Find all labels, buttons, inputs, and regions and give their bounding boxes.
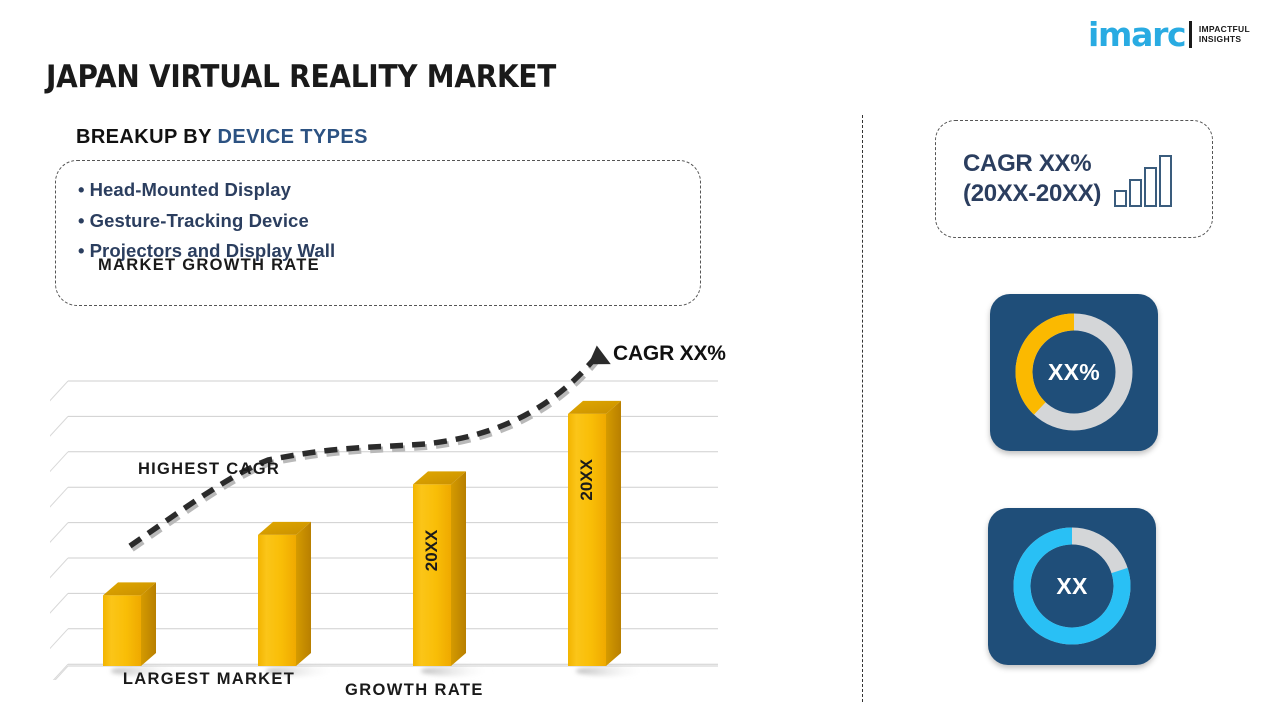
bar-chart-icon (1114, 154, 1173, 207)
largest-market-caption: LARGEST MARKET (122, 670, 296, 688)
bullet-icon: • (78, 240, 85, 261)
list-item-label: Head-Mounted Display (89, 179, 291, 200)
breakup-heading: BREAKUP BY DEVICE TYPES (76, 126, 368, 149)
largest-market-value: XX (1056, 573, 1088, 599)
logo-divider-bar (1189, 20, 1192, 48)
chart-canvas: 20XX 20XX (50, 345, 718, 680)
highest-cagr-caption: HIGHEST CAGR (137, 460, 281, 478)
vertical-divider (862, 115, 863, 702)
list-item: • Gesture-Tracking Device (78, 206, 700, 237)
highest-cagr-donut (1015, 313, 1133, 431)
logo-tagline-line1: IMPACTFUL (1198, 23, 1250, 34)
device-types-list: • Head-Mounted Display • Gesture-Tracking … (56, 161, 700, 267)
donut-value-arc (1013, 527, 1131, 645)
chart-bars: 20XX 20XX (103, 400, 621, 666)
page-title: JAPAN VIRTUAL REALITY MARKET (46, 59, 557, 95)
bar-chart-icon-bar (1159, 154, 1173, 207)
chart-x-axis-label: GROWTH RATE (345, 681, 484, 699)
bar-value-label: 20XX (422, 529, 441, 571)
device-types-box: • Head-Mounted Display • Gesture-Tracking … (55, 160, 701, 306)
trend-line (128, 345, 611, 552)
largest-market-donut (1013, 527, 1131, 645)
highest-cagr-card: XX% (990, 294, 1158, 451)
breakup-heading-accent: DEVICE TYPES (217, 126, 368, 148)
logo-tagline: IMPACTFUL INSIGHTS (1199, 24, 1250, 44)
market-growth-rate-caption: MARKET GROWTH RATE (98, 256, 320, 274)
list-item: • Head-Mounted Display (78, 175, 700, 206)
breakup-heading-prefix: BREAKUP BY (76, 126, 218, 148)
cagr-box-line2: (20XX-20XX) (963, 180, 1102, 207)
cagr-box-line1: CAGR XX% (963, 150, 1092, 177)
list-item: • Projectors and Display Wall (78, 236, 700, 267)
bar-chart-icon-bar (1114, 189, 1128, 207)
trend-line-label: CAGR XX% (613, 342, 726, 365)
bar-shadows (110, 666, 649, 676)
market-growth-rate-box: CAGR XX% (20XX-20XX) (935, 120, 1213, 238)
imarc-logo: imarc IMPACTFUL INSIGHTS (1088, 14, 1264, 54)
largest-market-card: XX (988, 508, 1156, 665)
list-item-label: Projectors and Display Wall (89, 240, 336, 261)
bar-chart-icon-bar (1129, 178, 1143, 207)
list-item-label: Gesture-Tracking Device (89, 209, 309, 231)
bullet-icon: • (78, 179, 85, 200)
logo-wordmark: imarc (1088, 14, 1187, 54)
bar-value-label: 20XX (577, 458, 596, 500)
cagr-box-text: CAGR XX% (20XX-20XX) (963, 149, 1101, 209)
highest-cagr-value: XX% (1047, 359, 1101, 385)
donut-value-arc (1015, 313, 1075, 415)
growth-rate-bar-chart: 20XX 20XX (50, 330, 750, 680)
bar-chart-icon-bar (1144, 166, 1158, 207)
logo-tagline-line2: INSIGHTS (1198, 34, 1242, 44)
bullet-icon: • (78, 209, 85, 231)
